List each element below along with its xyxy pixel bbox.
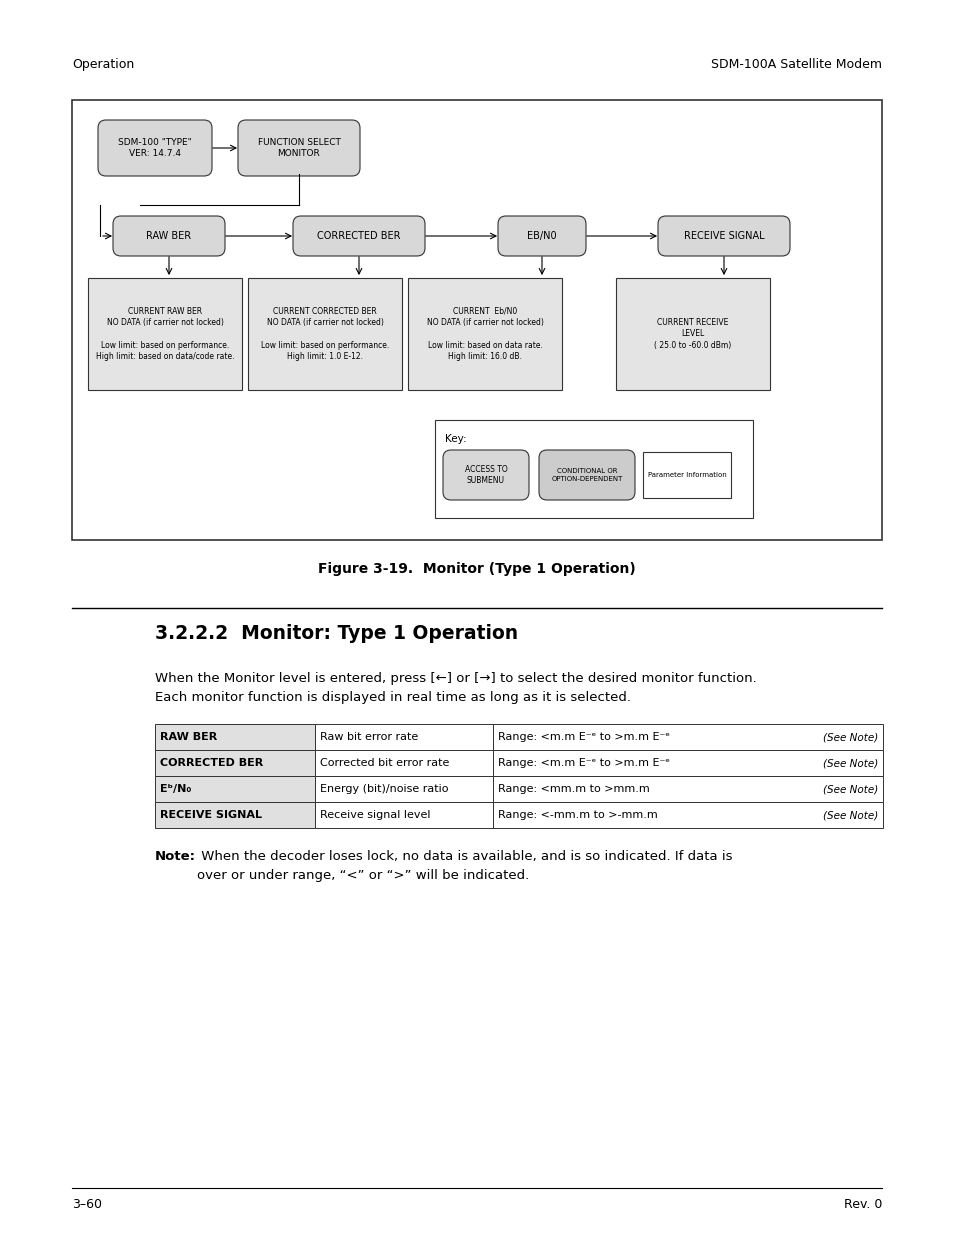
Text: Figure 3-19.  Monitor (Type 1 Operation): Figure 3-19. Monitor (Type 1 Operation): [317, 562, 636, 576]
FancyBboxPatch shape: [538, 450, 635, 500]
Text: When the decoder loses lock, no data is available, and is so indicated. If data : When the decoder loses lock, no data is …: [196, 850, 732, 882]
Text: Raw bit error rate: Raw bit error rate: [319, 732, 417, 742]
Text: When the Monitor level is entered, press [←] or [→] to select the desired monito: When the Monitor level is entered, press…: [154, 672, 756, 704]
Text: Corrected bit error rate: Corrected bit error rate: [319, 758, 449, 768]
FancyBboxPatch shape: [98, 120, 212, 177]
Text: CORRECTED BER: CORRECTED BER: [160, 758, 263, 768]
FancyBboxPatch shape: [497, 216, 585, 256]
Bar: [493, 802, 882, 827]
Bar: [314, 724, 493, 750]
FancyBboxPatch shape: [241, 124, 363, 179]
Bar: [154, 750, 314, 776]
Text: Range: <mm.m to >mm.m: Range: <mm.m to >mm.m: [497, 784, 649, 794]
FancyBboxPatch shape: [500, 219, 588, 259]
Text: CONDITIONAL OR
OPTION-DEPENDENT: CONDITIONAL OR OPTION-DEPENDENT: [551, 468, 622, 482]
Text: Range: <-mm.m to >-mm.m: Range: <-mm.m to >-mm.m: [497, 810, 657, 820]
Bar: [314, 776, 493, 802]
Text: CORRECTED BER: CORRECTED BER: [317, 231, 400, 241]
Text: 3–60: 3–60: [71, 1198, 102, 1212]
FancyBboxPatch shape: [237, 120, 359, 177]
FancyBboxPatch shape: [446, 453, 532, 503]
Bar: [493, 776, 882, 802]
Text: (See Note): (See Note): [821, 732, 877, 742]
Text: Operation: Operation: [71, 58, 134, 70]
FancyBboxPatch shape: [295, 219, 428, 259]
Text: ACCESS TO
SUBMENU: ACCESS TO SUBMENU: [464, 464, 507, 485]
Text: CURRENT  Eb/N0
NO DATA (if carrier not locked)

Low limit: based on data rate.
H: CURRENT Eb/N0 NO DATA (if carrier not lo…: [426, 306, 543, 362]
Text: Receive signal level: Receive signal level: [319, 810, 430, 820]
Bar: [71, 100, 882, 540]
Text: EB/N0: EB/N0: [527, 231, 557, 241]
Bar: [616, 278, 769, 390]
Text: Rev. 0: Rev. 0: [842, 1198, 882, 1212]
Text: Eᵇ/N₀: Eᵇ/N₀: [160, 784, 192, 794]
Bar: [493, 750, 882, 776]
Text: (See Note): (See Note): [821, 784, 877, 794]
Bar: [314, 750, 493, 776]
Bar: [314, 802, 493, 827]
Text: RECEIVE SIGNAL: RECEIVE SIGNAL: [160, 810, 262, 820]
Text: RAW BER: RAW BER: [146, 231, 192, 241]
Text: SDM-100 "TYPE"
VER: 14.7.4: SDM-100 "TYPE" VER: 14.7.4: [118, 138, 192, 158]
FancyBboxPatch shape: [658, 216, 789, 256]
Text: CURRENT RAW BER
NO DATA (if carrier not locked)

Low limit: based on performance: CURRENT RAW BER NO DATA (if carrier not …: [95, 306, 234, 362]
Bar: [88, 278, 242, 390]
Text: Parameter Information: Parameter Information: [647, 472, 725, 478]
Bar: [408, 278, 561, 390]
Text: 3.2.2.2  Monitor: Type 1 Operation: 3.2.2.2 Monitor: Type 1 Operation: [154, 624, 517, 643]
Bar: [493, 724, 882, 750]
Text: CURRENT RECEIVE
LEVEL
( 25.0 to -60.0 dBm): CURRENT RECEIVE LEVEL ( 25.0 to -60.0 dB…: [654, 319, 731, 350]
Text: Energy (bit)/noise ratio: Energy (bit)/noise ratio: [319, 784, 448, 794]
Bar: [435, 420, 752, 517]
FancyBboxPatch shape: [541, 453, 638, 503]
Text: (See Note): (See Note): [821, 810, 877, 820]
Text: SDM-100A Satellite Modem: SDM-100A Satellite Modem: [710, 58, 882, 70]
FancyBboxPatch shape: [293, 216, 424, 256]
Text: FUNCTION SELECT
MONITOR: FUNCTION SELECT MONITOR: [257, 138, 340, 158]
FancyBboxPatch shape: [101, 124, 214, 179]
Text: Key:: Key:: [444, 433, 466, 445]
Text: Range: <m.m E⁻ᵉ to >m.m E⁻ᵉ: Range: <m.m E⁻ᵉ to >m.m E⁻ᵉ: [497, 732, 669, 742]
FancyBboxPatch shape: [442, 450, 529, 500]
Text: Note:: Note:: [154, 850, 195, 863]
Bar: [154, 802, 314, 827]
Text: (See Note): (See Note): [821, 758, 877, 768]
Bar: [154, 724, 314, 750]
Text: CURRENT CORRECTED BER
NO DATA (if carrier not locked)

Low limit: based on perfo: CURRENT CORRECTED BER NO DATA (if carrie…: [260, 306, 389, 362]
Bar: [248, 278, 401, 390]
Bar: [642, 452, 730, 498]
Text: RAW BER: RAW BER: [160, 732, 217, 742]
Text: RECEIVE SIGNAL: RECEIVE SIGNAL: [683, 231, 763, 241]
Bar: [154, 776, 314, 802]
Text: Range: <m.m E⁻ᵉ to >m.m E⁻ᵉ: Range: <m.m E⁻ᵉ to >m.m E⁻ᵉ: [497, 758, 669, 768]
FancyBboxPatch shape: [112, 216, 225, 256]
FancyBboxPatch shape: [116, 219, 228, 259]
FancyBboxPatch shape: [660, 219, 792, 259]
